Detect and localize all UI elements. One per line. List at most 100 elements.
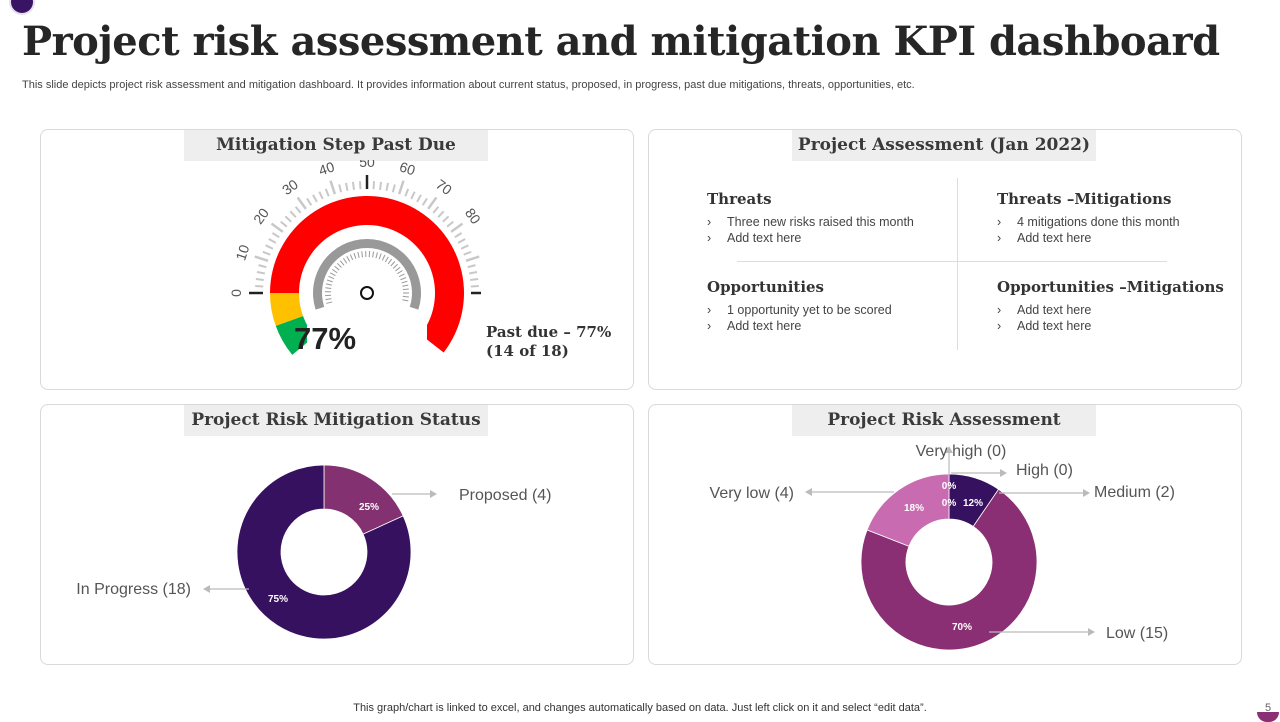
card-title: Project Assessment (Jan 2022) bbox=[792, 130, 1096, 161]
gauge-tick-label: 70 bbox=[433, 176, 455, 198]
inner-dial-tick bbox=[385, 257, 388, 262]
inner-dial-tick bbox=[330, 273, 335, 276]
bullet-icon: › bbox=[997, 318, 1017, 334]
inner-dial-tick bbox=[335, 266, 340, 270]
page-title: Project risk assessment and mitigation K… bbox=[22, 18, 1220, 65]
mitigation-status-donut[interactable]: 25%Proposed (4)75%In Progress (18) bbox=[41, 405, 633, 664]
gauge-tick bbox=[257, 272, 265, 273]
gauge-tick bbox=[470, 279, 478, 280]
bullet-icon: › bbox=[997, 302, 1017, 318]
gauge-tick bbox=[468, 265, 476, 267]
gauge-tick bbox=[263, 252, 270, 255]
gauge-tick bbox=[374, 181, 375, 189]
inner-dial-tick bbox=[354, 253, 356, 259]
gauge-tick bbox=[307, 198, 311, 205]
quadrant-item: ›4 mitigations done this month bbox=[997, 214, 1180, 230]
gauge-tick bbox=[451, 224, 462, 232]
inner-dial-tick bbox=[347, 256, 350, 261]
gauge-tick bbox=[469, 272, 477, 273]
risk-assessment-donut[interactable]: 0%Very high (0)0%High (0)12%Medium (2)70… bbox=[649, 405, 1241, 664]
gauge-tick bbox=[405, 189, 408, 196]
bullet-icon: › bbox=[707, 318, 727, 334]
page-number: 5 bbox=[1265, 702, 1271, 714]
inner-dial-tick bbox=[402, 281, 408, 283]
bullet-icon: › bbox=[997, 230, 1017, 246]
quadrant-item: ›Three new risks raised this month bbox=[707, 214, 914, 230]
gauge-tick bbox=[393, 185, 395, 193]
inner-dial-tick bbox=[395, 267, 400, 271]
leader-arrow-icon bbox=[1083, 489, 1090, 497]
leader-arrow-icon bbox=[1000, 469, 1007, 477]
gauge-tick bbox=[417, 195, 421, 202]
slice-category-label: Very low (4) bbox=[710, 485, 794, 502]
gauge-tick bbox=[353, 182, 354, 190]
slice-category-label: Very high (0) bbox=[916, 443, 1007, 460]
gauge-tick bbox=[399, 181, 403, 194]
gauge-tick bbox=[464, 252, 471, 255]
gauge-tick bbox=[313, 195, 317, 202]
bullet-icon: › bbox=[707, 214, 727, 230]
inner-dial-tick bbox=[382, 255, 385, 260]
gauge-tick-label: 30 bbox=[279, 176, 301, 198]
slice-category-label: Proposed (4) bbox=[459, 487, 552, 504]
inner-dial-tick bbox=[403, 296, 409, 297]
assessment-quadrant: Threats›Three new risks raised this mont… bbox=[707, 190, 914, 246]
slice-category-label: High (0) bbox=[1016, 462, 1073, 479]
bullet-icon: › bbox=[707, 302, 727, 318]
gauge-tick bbox=[386, 183, 387, 191]
slice-category-label: Low (15) bbox=[1106, 625, 1168, 642]
gauge-tick bbox=[319, 192, 322, 199]
gauge-tick bbox=[346, 183, 347, 191]
inner-dial-tick bbox=[393, 264, 397, 268]
quadrant-item-text: Add text here bbox=[1017, 319, 1091, 333]
gauge-tick-label: 60 bbox=[398, 160, 418, 178]
gauge-tick bbox=[458, 239, 465, 243]
gauge-tick bbox=[466, 257, 479, 261]
inner-dial-tick bbox=[379, 253, 381, 259]
assessment-quadrant: Opportunities –Mitigations›Add text here… bbox=[997, 278, 1224, 334]
slice-category-label: Medium (2) bbox=[1094, 484, 1175, 501]
leader-arrow-icon bbox=[805, 488, 812, 496]
slice-percent-label: 18% bbox=[904, 503, 924, 514]
card-title: Mitigation Step Past Due bbox=[184, 130, 488, 161]
slice-percent-label: 0% bbox=[942, 498, 957, 509]
gauge-tick bbox=[438, 211, 443, 217]
assessment-quadrant: Opportunities›1 opportunity yet to be sc… bbox=[707, 278, 892, 334]
slice-percent-label: 0% bbox=[942, 481, 957, 492]
bullet-icon: › bbox=[997, 214, 1017, 230]
gauge-tick bbox=[331, 181, 335, 194]
gauge-tick bbox=[281, 222, 287, 227]
gauge-value: 77% bbox=[294, 321, 356, 357]
inner-dial-tick bbox=[373, 252, 374, 258]
gauge-tick bbox=[269, 239, 276, 243]
gauge-tick-label: 50 bbox=[359, 160, 375, 170]
quadrant-item: ›Add text here bbox=[997, 302, 1224, 318]
gauge-tick bbox=[326, 189, 329, 196]
gauge-note-line1: Past due – 77% bbox=[486, 323, 611, 342]
inner-dial-tick bbox=[388, 259, 392, 264]
quadrant-item-text: Add text here bbox=[1017, 231, 1091, 245]
gauge-tick bbox=[290, 211, 295, 217]
inner-dial-tick bbox=[397, 270, 402, 273]
inner-dial-tick bbox=[358, 252, 359, 258]
inner-dial-tick bbox=[326, 299, 332, 300]
risk-assessment-card: Project Risk Assessment 0%Very high (0)0… bbox=[648, 404, 1242, 665]
gauge-tick bbox=[266, 245, 273, 248]
quadrant-item: ›Add text here bbox=[707, 318, 892, 334]
page-subtitle: This slide depicts project risk assessme… bbox=[22, 79, 915, 91]
quadrant-item-text: Three new risks raised this month bbox=[727, 215, 914, 229]
inner-dial-tick bbox=[326, 302, 332, 303]
gauge-tick bbox=[443, 216, 449, 221]
slice-percent-label: 12% bbox=[963, 498, 983, 509]
gauge-note-line2: (14 of 18) bbox=[486, 342, 611, 361]
gauge-tick bbox=[255, 257, 268, 261]
quadrant-item-text: Add text here bbox=[727, 231, 801, 245]
gauge-tick bbox=[428, 198, 436, 209]
inner-dial-tick bbox=[402, 285, 408, 286]
gauge-pivot bbox=[361, 287, 373, 299]
inner-dial-tick bbox=[362, 251, 363, 257]
gauge-tick bbox=[256, 279, 264, 280]
divider-horizontal bbox=[737, 261, 1167, 262]
quadrant-item-text: Add text here bbox=[1017, 303, 1091, 317]
